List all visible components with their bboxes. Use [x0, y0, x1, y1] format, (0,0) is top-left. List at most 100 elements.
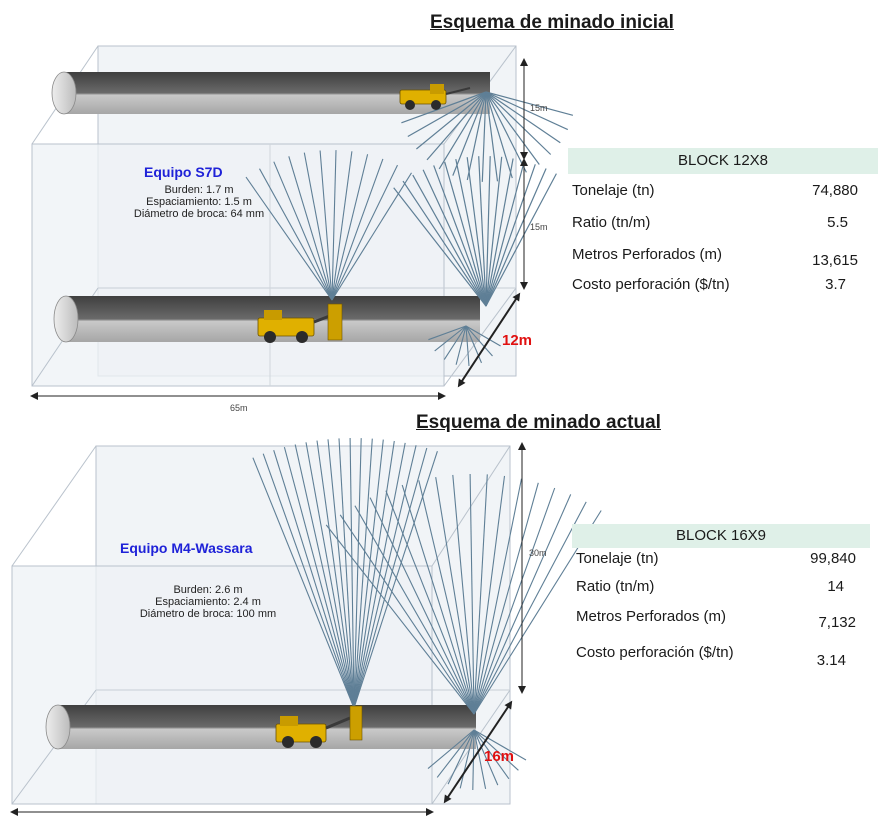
table-header: BLOCK 12X8 [568, 148, 878, 174]
spec-bit-diameter: Diámetro de broca: 64 mm [133, 208, 265, 220]
initial-equipment-name: Equipo S7D [144, 164, 223, 180]
blast-hole-line [455, 158, 487, 307]
blast-hole-line [473, 487, 556, 715]
blast-hole-line [369, 497, 475, 715]
blast-hole-line [452, 91, 487, 176]
current-drift [45, 704, 476, 750]
dim-depth: 12m [502, 332, 533, 349]
blast-hole-line [485, 91, 513, 179]
blast-hole-line [259, 168, 333, 301]
blast-hole-line [353, 447, 428, 709]
blast-hole-line [473, 501, 587, 715]
blast-hole-line [331, 164, 398, 301]
dim-depth: 16m [484, 748, 515, 765]
blast-fan-icon [245, 150, 412, 301]
blast-hole-line [353, 438, 362, 709]
blast-hole-line [466, 157, 487, 307]
table-row: Metros Perforados (m) 13,615 [568, 246, 878, 278]
blast-hole-line [402, 180, 487, 307]
blast-hole-line [283, 446, 355, 709]
blast-hole-line [444, 161, 487, 307]
blast-hole-line [338, 438, 355, 709]
blast-hole-line [325, 524, 475, 715]
dim-length: 65m [230, 403, 248, 413]
spec-spacing: Espaciamiento: 2.4 m [155, 596, 261, 608]
row-label: Costo perforación ($/tn) [572, 276, 730, 293]
blast-hole-line [469, 473, 475, 715]
blast-fan-icon [393, 156, 557, 307]
spec-burden: Burden: 1.7 m [164, 184, 234, 196]
blast-hole-line [435, 477, 475, 715]
blast-hole-line [416, 91, 487, 150]
blast-hole-line [327, 439, 355, 709]
blast-hole-line [473, 475, 506, 715]
blast-hole-line [385, 490, 475, 715]
initial-block-table: BLOCK 12X8 Tonelaje (tn) 74,880 Ratio (t… [568, 148, 878, 302]
blast-hole-line [412, 174, 487, 307]
table-row: Costo perforación ($/tn) 3.14 [572, 644, 870, 678]
table-header: BLOCK 16X9 [572, 524, 870, 548]
blast-hole-line [331, 150, 337, 301]
dim-height-upper: 15m [530, 103, 548, 113]
blast-hole-line [433, 165, 487, 307]
blast-hole-line [303, 152, 333, 301]
drill-rig-icon [275, 705, 363, 748]
dimension-arrow-icon [30, 58, 528, 400]
row-label: Tonelaje (tn) [576, 550, 659, 567]
row-value: 7,132 [818, 614, 856, 631]
row-label: Metros Perforados (m) [576, 608, 727, 625]
drill-rig-icon [257, 303, 343, 343]
current-block-table: BLOCK 16X9 Tonelaje (tn) 99,840 Ratio (t… [572, 524, 870, 676]
blast-hole-line [339, 514, 475, 715]
row-label: Tonelaje (tn) [572, 182, 655, 199]
table-row: Tonelaje (tn) 99,840 [572, 550, 870, 578]
initial-scheme-title: Esquema de minado inicial [430, 12, 674, 33]
blast-hole-line [485, 91, 540, 165]
blast-hole-line [354, 505, 475, 715]
row-value: 74,880 [812, 182, 858, 199]
row-label: Ratio (tn/m) [572, 214, 651, 231]
blast-hole-line [401, 484, 475, 715]
dimension-arrow-icon [10, 442, 526, 816]
blast-hole-line [485, 168, 547, 307]
blast-hole-line [273, 450, 355, 709]
blast-hole-line [353, 440, 395, 709]
blast-hole-line [485, 91, 552, 155]
blast-fan-icon [252, 437, 438, 709]
table-row: Metros Perforados (m) 7,132 [572, 608, 870, 644]
lower-drift [53, 295, 480, 343]
blast-hole-line [305, 442, 355, 709]
row-label: Costo perforación ($/tn) [576, 644, 734, 661]
current-block [11, 445, 511, 805]
blast-hole-line [485, 91, 574, 116]
row-value: 13,615 [812, 252, 858, 269]
blast-hole-line [478, 156, 487, 307]
table-row: Costo perforación ($/tn) 3.7 [568, 276, 878, 308]
dim-height-lower: 15m [530, 222, 548, 232]
blast-hole-line [422, 169, 487, 307]
table-row: Ratio (tn/m) 5.5 [568, 214, 878, 246]
upper-drift [51, 71, 490, 115]
blast-hole-line [485, 158, 514, 307]
blast-hole-line [485, 160, 525, 307]
blast-hole-line [252, 457, 355, 709]
blast-hole-line [485, 156, 503, 307]
current-equipment-specs: Burden: 2.6 m Espaciamiento: 2.4 m Diáme… [108, 584, 308, 620]
blast-hole-line [262, 453, 355, 709]
blast-hole-line [466, 91, 487, 181]
spec-bit-diameter: Diámetro de broca: 100 mm [139, 608, 277, 620]
blast-hole-line [353, 451, 438, 709]
blast-hole-line [485, 91, 499, 182]
blast-hole-line [473, 474, 488, 715]
row-label: Ratio (tn/m) [576, 578, 655, 595]
blast-hole-line [319, 150, 333, 301]
row-label: Metros Perforados (m) [572, 246, 723, 263]
blast-hole-line [473, 482, 539, 715]
blast-hole-line [353, 439, 384, 709]
blast-hole-line [316, 440, 355, 709]
table-row: Tonelaje (tn) 74,880 [568, 182, 878, 214]
row-value: 3.7 [825, 276, 846, 293]
blast-hole-line [393, 187, 487, 307]
dim-height: 30m [529, 548, 547, 558]
